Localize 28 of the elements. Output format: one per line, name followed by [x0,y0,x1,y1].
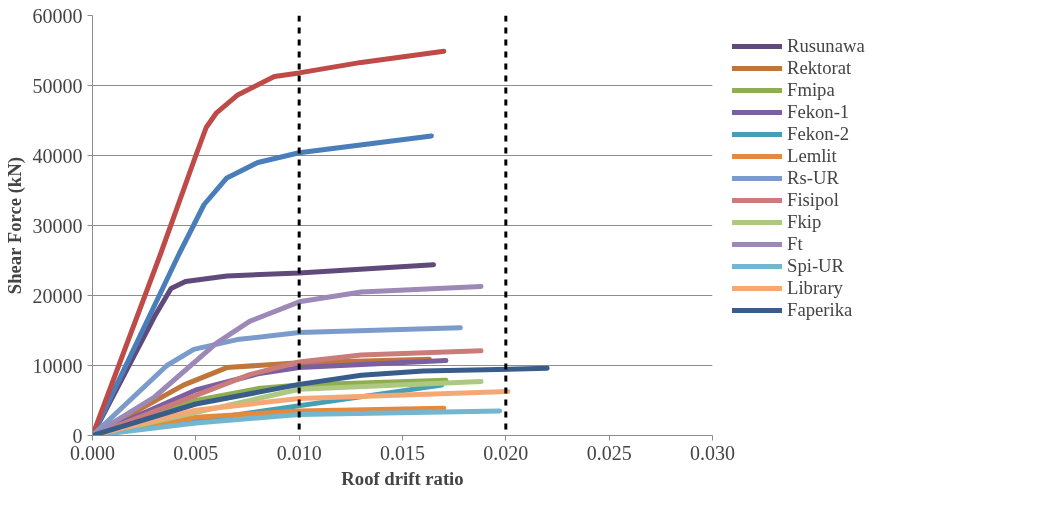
y-tick-label: 60000 [32,4,83,27]
x-axis-title: Roof drift ratio [341,467,464,489]
y-tick-label: 0 [72,424,83,447]
legend-label: Fkip [787,211,823,233]
legend-label: Spi-UR [787,255,846,277]
legend-label: Faperika [787,299,854,321]
y-axis-title: Shear Force (kN) [3,157,26,295]
x-tick-label: 0.015 [380,441,425,464]
legend-label: Fekon-2 [787,123,851,145]
legend-label: Library [787,277,844,299]
y-tick-label: 10000 [32,354,83,377]
x-tick-label: 0.025 [586,441,632,464]
x-tick-label: 0.030 [690,441,735,464]
y-tick-label: 40000 [32,144,83,167]
y-tick-label: 30000 [32,214,83,237]
legend-label: Rusunawa [787,35,866,57]
y-tick-label: 20000 [32,284,83,307]
x-tick-label: 0.020 [483,441,529,464]
x-tick-label: 0.005 [173,441,219,464]
legend-label: Ft [787,233,804,255]
legend-label: Fekon-1 [787,101,851,123]
legend-label: Lemlit [787,145,838,167]
legend-label: Fmipa [787,79,836,101]
legend-label: Fisipol [787,189,840,211]
y-tick-label: 50000 [32,74,83,97]
x-tick-label: 0.010 [276,441,322,464]
legend-label: Rs-UR [787,167,840,189]
legend-label: Rektorat [787,57,853,79]
